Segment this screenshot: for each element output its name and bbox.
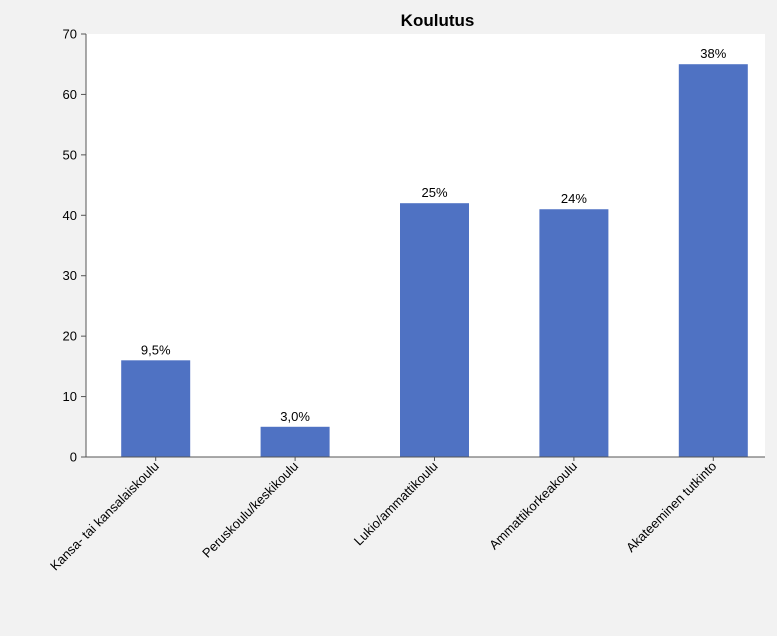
bar: [678, 64, 748, 457]
y-tick-label: 50: [63, 147, 77, 162]
y-tick-label: 60: [63, 87, 77, 102]
bar-data-label: 3,0%: [280, 409, 310, 424]
bar-data-label: 9,5%: [141, 342, 171, 357]
bar-data-label: 25%: [421, 185, 447, 200]
y-tick-label: 0: [70, 450, 77, 465]
y-tick-label: 20: [63, 329, 77, 344]
x-category-label: Peruskoulu/keskikoulu: [199, 459, 301, 561]
bar: [400, 203, 469, 457]
bar-data-label: 38%: [700, 46, 726, 61]
y-tick-label: 70: [63, 27, 77, 42]
y-tick-label: 30: [63, 268, 77, 283]
y-axis-ticks: 0 10 20 30 40 50 60 70: [63, 27, 86, 465]
y-tick-label: 10: [63, 389, 77, 404]
chart-title: Koulutus: [401, 11, 475, 30]
y-tick-label: 40: [63, 208, 77, 223]
bar: [539, 209, 609, 457]
x-category-label: Ammattikorkeakoulu: [486, 459, 580, 553]
x-category-label: Lukio/ammattikoulu: [351, 459, 441, 549]
bars: [121, 64, 748, 457]
bar: [260, 426, 330, 457]
bar: [121, 360, 191, 457]
bar-data-label: 24%: [561, 191, 587, 206]
x-axis-labels: Kansa- tai kansalaiskoulu Peruskoulu/kesk…: [47, 457, 719, 573]
data-labels: 9,5% 3,0% 25% 24% 38%: [141, 46, 727, 424]
x-category-label: Kansa- tai kansalaiskoulu: [47, 459, 162, 574]
x-category-label: Akateeminen tutkinto: [623, 459, 719, 555]
